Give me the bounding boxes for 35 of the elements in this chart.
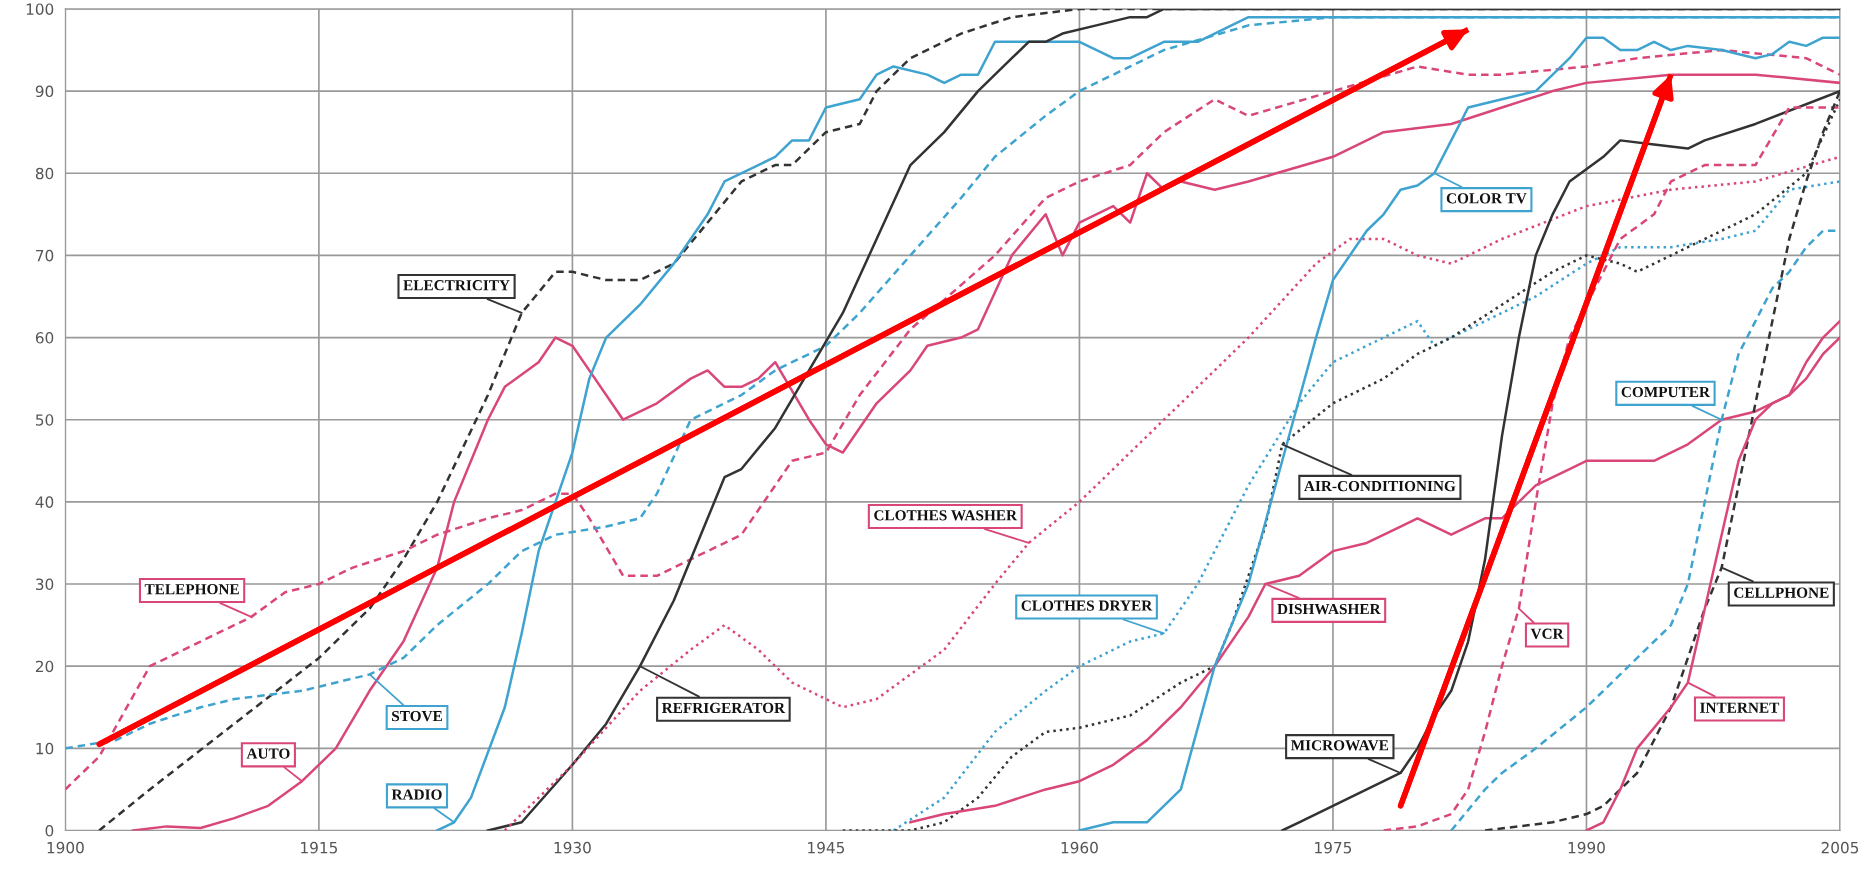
- y-tick-label: 80: [35, 167, 54, 180]
- y-tick-label: 10: [36, 742, 54, 755]
- annotation: CLOTHES DRYER: [1021, 600, 1153, 611]
- x-tick-label: 1915: [301, 841, 337, 854]
- annotation: STOVE: [392, 710, 443, 722]
- y-tick-label: 30: [35, 578, 54, 591]
- annotation: MICROWAVE: [1290, 740, 1389, 751]
- x-tick-label: 1945: [808, 841, 845, 854]
- annotation: COMPUTER: [1621, 386, 1711, 398]
- annotation: ELECTRICITY: [403, 280, 510, 291]
- annotation: REFRIGERATOR: [661, 702, 786, 714]
- annotation: INTERNET: [1700, 702, 1780, 713]
- annotation: COLOR TV: [1446, 193, 1527, 204]
- annotation: TELEPHONE: [144, 584, 239, 595]
- y-tick-label: 100: [26, 3, 54, 15]
- y-tick-label: 20: [35, 660, 54, 673]
- y-tick-label: 60: [35, 332, 54, 344]
- x-tick-label: 2005: [1821, 841, 1859, 854]
- annotation: RADIO: [391, 789, 442, 800]
- x-tick-label: 1900: [47, 841, 84, 854]
- y-tick-label: 0: [45, 824, 54, 837]
- x-tick-label: 1975: [1315, 841, 1352, 854]
- x-tick-label: 1930: [554, 841, 591, 854]
- annotation: VCR: [1530, 628, 1564, 639]
- annotation: AUTO: [246, 748, 290, 759]
- y-tick-label: 90: [35, 85, 54, 98]
- annotation: CLOTHES WASHER: [874, 510, 1018, 521]
- annotation: CELLPHONE: [1734, 587, 1829, 598]
- annotation: AIR-CONDITIONING: [1304, 480, 1456, 492]
- y-tick-label: 70: [36, 249, 54, 262]
- annotation: DISHWASHER: [1277, 603, 1381, 615]
- x-tick-label: 1960: [1061, 841, 1098, 854]
- y-tick-label: 40: [35, 496, 54, 508]
- y-tick-label: 50: [36, 414, 54, 426]
- x-tick-label: 1990: [1568, 841, 1605, 854]
